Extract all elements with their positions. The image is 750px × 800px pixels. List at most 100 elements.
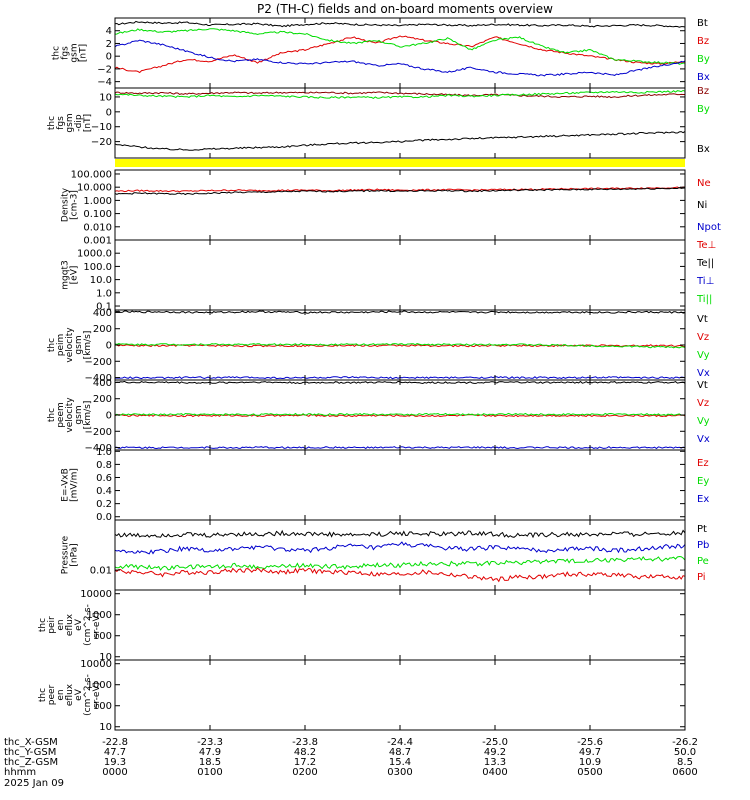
- y-tick-label: 0: [106, 341, 112, 352]
- y-tick-label: 100: [93, 631, 112, 642]
- x-row-value: 50.0: [674, 747, 696, 758]
- panel-10: 10000 1000 100 10 thcpeerenefluxeV(cm^2-s-sr…: [38, 659, 686, 733]
- x-row-value: -23.3: [197, 737, 223, 748]
- y-tick-label: −10: [91, 122, 112, 133]
- x-row-value: 19.3: [104, 757, 126, 768]
- x-row-value: 47.9: [199, 747, 221, 758]
- y-axis-label-line: (cm^2-s-: [83, 674, 93, 716]
- y-axis-label: mgqt3[eV]: [61, 260, 80, 289]
- x-row-value: -26.2: [672, 737, 698, 748]
- y-axis-label-line: gsm: [70, 43, 80, 62]
- y-tick-label: 10: [99, 722, 112, 733]
- y-axis-label-line: thc: [38, 618, 48, 632]
- y-axis-label-line: gsm: [74, 335, 84, 354]
- y-tick-label: 1.0: [96, 447, 112, 458]
- series-line-vy: [114, 342, 686, 349]
- y-tick-label: 0.010: [83, 222, 112, 233]
- y-axis-label-line: [cm-3]: [70, 190, 80, 220]
- y-tick-label: 0: [106, 107, 112, 118]
- y-axis-label-line: thc: [38, 688, 48, 702]
- series-line-bz: [114, 35, 686, 74]
- y-tick-label: 0: [106, 52, 112, 63]
- y-tick-label: 0.1: [96, 302, 112, 313]
- legend-by: By: [697, 104, 710, 115]
- y-axis-label-line: [nPa]: [70, 543, 80, 566]
- y-axis-label-line: gsm: [65, 113, 75, 132]
- y-tick-label: 10.000: [77, 183, 112, 194]
- y-axis-label: thcpeirenefluxeV(cm^2-s-sr-eV): [38, 604, 102, 646]
- legend-npot: Npot: [697, 222, 721, 233]
- series-line-vy: [114, 412, 686, 416]
- legend-ex: Ex: [697, 494, 709, 505]
- y-axis-label-line: fgs: [56, 116, 66, 130]
- y-axis-label-line: velocity: [65, 397, 75, 433]
- x-row-label: hhmm: [4, 767, 36, 778]
- x-row-value: 0400: [482, 767, 507, 778]
- y-tick-label: 1000: [87, 680, 112, 691]
- y-axis-label-line: thc: [47, 338, 57, 352]
- y-axis-label-line: [km/s]: [83, 331, 93, 360]
- legend-bx: Bx: [697, 144, 710, 155]
- y-tick-label: 0.4: [96, 486, 112, 497]
- panel-5: 400 200 0 −200 −400 thcpeimvelocitygsm[km/s] V…: [47, 308, 710, 384]
- series-line-vz: [114, 344, 685, 348]
- status-bar: [115, 159, 685, 167]
- y-tick-label: 100.000: [71, 169, 112, 180]
- series-line-ni: [114, 187, 686, 196]
- y-tick-label: 0.100: [83, 209, 112, 220]
- y-axis-label-line: sr-eV): [92, 612, 102, 638]
- legend-vx: Vx: [697, 434, 710, 445]
- legend-vy: Vy: [697, 350, 710, 361]
- y-tick-label: 2: [106, 39, 112, 50]
- legend-ti: Ti||: [696, 294, 712, 305]
- y-axis-label: thcfgsgsm-dip[nT]: [47, 113, 93, 132]
- y-tick-label: 1.0: [96, 288, 112, 299]
- x-row-value: 15.4: [389, 757, 411, 768]
- y-axis-label-line: thc: [52, 46, 62, 60]
- y-tick-label: 200: [93, 394, 112, 405]
- y-axis-label-line: mgqt3: [61, 260, 71, 289]
- series-line-bx: [114, 39, 686, 77]
- legend-pe: Pe: [697, 556, 709, 567]
- series-line-pi: [114, 567, 686, 583]
- x-row-value: 0100: [197, 767, 222, 778]
- legend-by: By: [697, 54, 710, 65]
- y-axis-label: Pressure[nPa]: [61, 535, 80, 574]
- y-tick-label: −200: [85, 427, 112, 438]
- y-tick-label: 0.8: [96, 460, 112, 471]
- y-axis-label-line: en: [56, 619, 66, 630]
- series-line-pe: [114, 555, 686, 571]
- figure-title: P2 (TH-C) fields and on-board moments ov…: [257, 2, 553, 16]
- y-tick-label: 0: [106, 411, 112, 422]
- y-tick-label: 0.01: [90, 566, 112, 577]
- y-axis-label: thcpeemvelocitygsm[km/s]: [47, 397, 93, 433]
- legend-vx: Vx: [697, 368, 710, 379]
- y-axis-label-line: eV: [74, 618, 84, 631]
- y-axis-label-line: fgs: [61, 46, 71, 60]
- y-tick-label: 100: [93, 701, 112, 712]
- y-axis-label: thcpeerenefluxeV(cm^2-s-sr-eV): [38, 674, 102, 716]
- y-tick-label: 10000: [80, 589, 112, 600]
- y-axis-label-line: [mV/m]: [70, 468, 80, 502]
- y-tick-label: 100.0: [83, 262, 112, 273]
- y-axis-label-line: (cm^2-s-: [83, 604, 93, 646]
- y-axis-label-line: peir: [47, 616, 57, 634]
- legend-bx: Bx: [697, 72, 710, 83]
- legend-ti: Ti⊥: [696, 276, 714, 287]
- y-tick-label: 10: [99, 92, 112, 103]
- x-row-value: 49.7: [579, 747, 601, 758]
- y-tick-label: −200: [85, 357, 112, 368]
- x-row-value: -24.4: [387, 737, 413, 748]
- x-axis-table: thc_X-GSM -22.8 -23.3 -23.8 -24.4 -25.0 -25.6 -…: [4, 737, 698, 789]
- y-axis-label-line: Pressure: [61, 535, 71, 574]
- y-tick-label: 1.000: [83, 196, 112, 207]
- x-row-value: 49.2: [484, 747, 506, 758]
- y-tick-label: 0.0: [96, 512, 112, 523]
- y-tick-label: −20: [91, 137, 112, 148]
- y-axis-label: E=-VxB[mV/m]: [61, 468, 80, 502]
- x-row-value: 0000: [102, 767, 127, 778]
- series-line-ne: [114, 186, 685, 193]
- x-row-value: 0600: [672, 767, 697, 778]
- y-axis-label-line: thc: [47, 116, 57, 130]
